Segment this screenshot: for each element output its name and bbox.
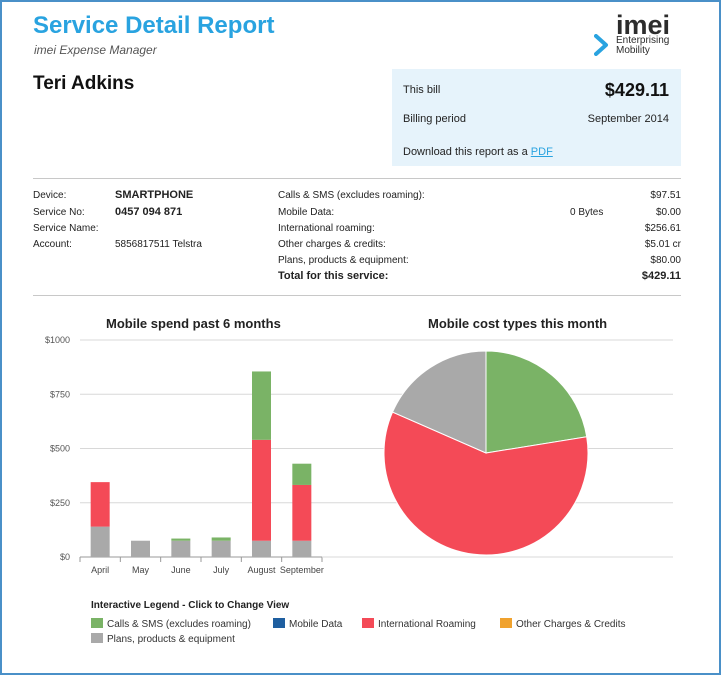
legend-item-international-roaming[interactable]: International Roaming bbox=[362, 618, 476, 630]
legend-label: Other Charges & Credits bbox=[516, 619, 626, 630]
divider-top bbox=[33, 178, 681, 179]
logo-word: imei bbox=[616, 10, 671, 40]
legend-label: International Roaming bbox=[378, 619, 476, 630]
charge-label: Mobile Data: bbox=[278, 207, 335, 218]
legend-label: Calls & SMS (excludes roaming) bbox=[107, 619, 251, 630]
device-label: Device: bbox=[33, 190, 67, 201]
customer-name: Teri Adkins bbox=[33, 73, 135, 94]
legend-label: Mobile Data bbox=[289, 619, 343, 630]
this-bill-row: This bill $429.11 bbox=[403, 79, 669, 101]
legend-swatch bbox=[362, 618, 374, 628]
billing-period-label: Billing period bbox=[403, 113, 466, 125]
legend-item-plans-products[interactable]: Plans, products & equipment bbox=[91, 633, 235, 645]
logo-tagline-1: Enterprising bbox=[616, 35, 670, 46]
charge-label: Calls & SMS (excludes roaming): bbox=[278, 190, 425, 201]
service-name-label: Service Name: bbox=[33, 223, 99, 234]
billing-period-row: Billing period September 2014 bbox=[403, 113, 669, 125]
this-bill-amount: $429.11 bbox=[604, 80, 669, 100]
charge-extra: 0 Bytes bbox=[570, 207, 604, 218]
charge-label: Other charges & credits: bbox=[278, 239, 386, 250]
pdf-download-link[interactable]: PDF bbox=[530, 146, 553, 158]
charge-value: $0.00 bbox=[655, 207, 681, 218]
bar-chart-title: Mobile spend past 6 months bbox=[106, 316, 281, 331]
pie-chart bbox=[383, 350, 589, 556]
logo-tagline: Enterprising Mobility bbox=[616, 36, 669, 56]
legend-swatch bbox=[91, 618, 103, 628]
logo-tagline-2: Mobility bbox=[616, 45, 650, 56]
service-no-label: Service No: bbox=[33, 207, 85, 218]
charge-value: $5.01 cr bbox=[644, 239, 681, 250]
device-value: SMARTPHONE bbox=[115, 189, 194, 201]
bill-summary-box: This bill $429.11 Billing period Septemb… bbox=[392, 69, 681, 166]
account-label: Account: bbox=[33, 239, 72, 250]
page-title: Service Detail Report bbox=[33, 12, 275, 39]
charge-label: International roaming: bbox=[278, 223, 375, 234]
legend-swatch bbox=[91, 633, 103, 643]
pie-slice[interactable] bbox=[391, 350, 487, 454]
pie-slice[interactable] bbox=[485, 350, 588, 454]
legend-item-other-charges[interactable]: Other Charges & Credits bbox=[500, 618, 626, 630]
pie-chart-title: Mobile cost types this month bbox=[428, 316, 608, 331]
download-row: Download this report as a PDF bbox=[403, 146, 669, 158]
charge-value: $256.61 bbox=[644, 223, 681, 234]
charge-value: $97.51 bbox=[650, 190, 681, 201]
pie-slice[interactable] bbox=[383, 411, 589, 556]
download-text: Download this report as a bbox=[403, 146, 528, 158]
total-label: Total for this service: bbox=[278, 270, 389, 282]
divider-middle bbox=[33, 295, 681, 296]
imei-logo: imei Enterprising Mobility bbox=[594, 10, 704, 60]
this-bill-label: This bill bbox=[403, 84, 441, 96]
legend-item-calls-sms[interactable]: Calls & SMS (excludes roaming) bbox=[91, 618, 251, 630]
billing-period-value: September 2014 bbox=[587, 113, 669, 125]
legend-label: Plans, products & equipment bbox=[107, 634, 235, 645]
total-value: $429.11 bbox=[641, 270, 681, 282]
charge-label: Plans, products & equipment: bbox=[278, 255, 409, 266]
service-no-value: 0457 094 871 bbox=[115, 206, 183, 218]
page-subtitle: imei Expense Manager bbox=[34, 43, 157, 57]
legend-item-mobile-data[interactable]: Mobile Data bbox=[273, 618, 342, 630]
account-value: 5856817511 Telstra bbox=[115, 239, 202, 250]
legend-swatch bbox=[273, 618, 285, 628]
legend-swatch bbox=[500, 618, 512, 628]
chevron-right-icon bbox=[594, 34, 608, 56]
charge-value: $80.00 bbox=[650, 255, 681, 266]
legend-title: Interactive Legend - Click to Change Vie… bbox=[91, 600, 290, 611]
